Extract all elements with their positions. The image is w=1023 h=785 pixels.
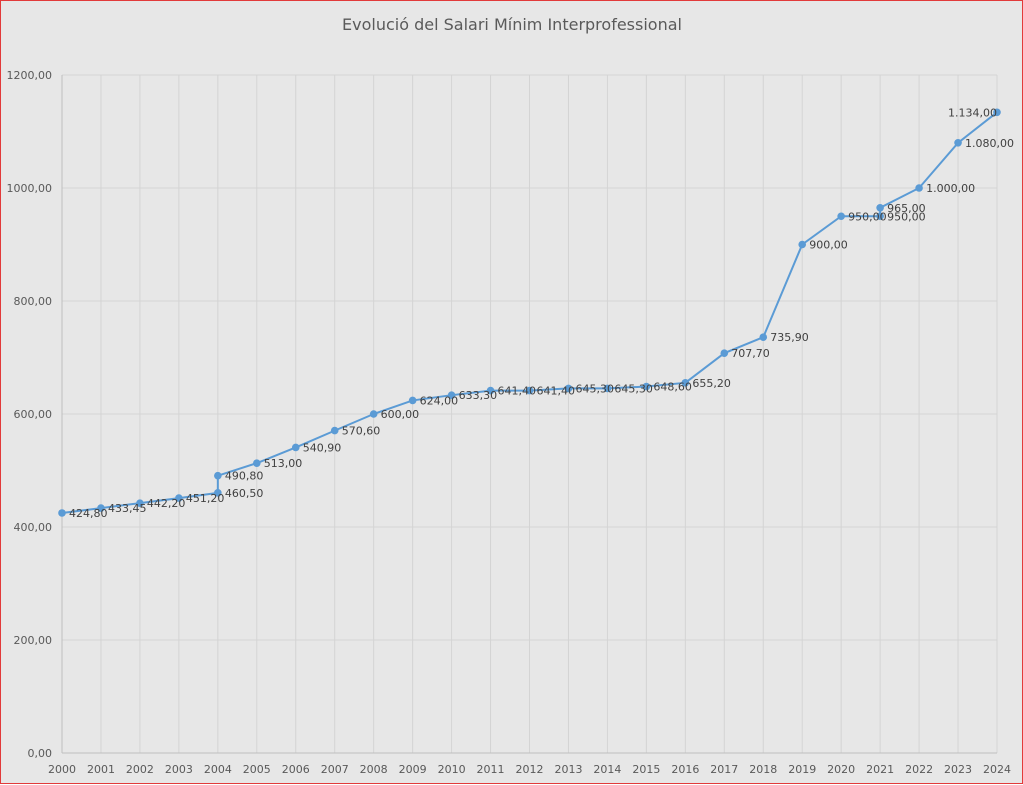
x-tick-label: 2006 — [282, 763, 310, 776]
data-point — [720, 349, 729, 357]
data-label: 648,60 — [653, 381, 692, 394]
data-point — [252, 459, 261, 467]
data-label: 433,45 — [108, 502, 147, 515]
y-tick-label: 200,00 — [14, 634, 53, 647]
x-tick-label: 2011 — [477, 763, 505, 776]
x-tick-label: 2017 — [710, 763, 738, 776]
x-tick-label: 2002 — [126, 763, 154, 776]
data-label: 641,40 — [537, 385, 576, 398]
data-point — [876, 203, 884, 212]
data-label: 540,90 — [303, 441, 342, 454]
data-point — [915, 184, 923, 192]
y-tick-label: 0,00 — [28, 747, 53, 760]
data-point — [603, 384, 612, 393]
data-point — [642, 382, 651, 391]
data-point — [954, 139, 962, 147]
data-point — [214, 489, 222, 497]
data-point — [97, 504, 105, 512]
x-tick-label: 2013 — [554, 763, 582, 776]
data-point — [681, 379, 690, 387]
data-point — [447, 391, 456, 399]
data-label: 735,90 — [770, 331, 809, 344]
data-label: 645,30 — [614, 382, 653, 395]
x-tick-label: 2003 — [165, 763, 193, 776]
data-point — [330, 426, 339, 435]
x-tick-label: 2009 — [399, 763, 427, 776]
x-axis-tick-labels: 2000 2001 2002 2003 2004 2005 2006 2007 2008 2009… — [48, 763, 1011, 776]
data-label: 1.000,00 — [926, 182, 975, 195]
data-label: 424,80 — [69, 507, 108, 520]
data-label: 641,40 — [498, 385, 536, 398]
data-label: 624,00 — [420, 394, 459, 407]
data-point — [369, 410, 378, 418]
x-tick-label: 2015 — [632, 763, 660, 776]
x-tick-label: 2005 — [243, 763, 271, 776]
data-point — [175, 494, 183, 502]
data-label: 1.080,00 — [965, 137, 1014, 150]
data-point — [214, 471, 222, 480]
data-label: 965,00 — [887, 202, 926, 215]
data-label: 570,60 — [342, 425, 381, 438]
y-tick-label: 1200,00 — [7, 69, 53, 82]
data-label: 1.134,00 — [948, 106, 997, 119]
data-label: 707,70 — [731, 347, 770, 360]
data-label: 600,00 — [381, 408, 420, 421]
data-point — [759, 333, 768, 342]
y-axis-tick-labels: 0,00 200,00 400,00 600,00 800,00 1000,00 1200,… — [7, 69, 53, 760]
data-label: 513,00 — [264, 457, 303, 470]
y-tick-label: 1000,00 — [7, 182, 53, 195]
x-tick-label: 2021 — [866, 763, 894, 776]
data-point — [291, 443, 300, 452]
x-tick-label: 2016 — [671, 763, 699, 776]
data-label: 655,20 — [692, 377, 731, 390]
x-tick-label: 2018 — [749, 763, 777, 776]
series-salari-minim — [58, 108, 1001, 517]
x-tick-label: 2014 — [593, 763, 621, 776]
data-point — [798, 240, 807, 249]
x-tick-label: 2007 — [321, 763, 349, 776]
data-label: 451,20 — [186, 492, 225, 505]
data-label: 490,80 — [225, 470, 263, 483]
data-point — [876, 212, 884, 221]
data-labels: 424,80 433,45 442,20 451,20 460,50 490,80513,… — [69, 106, 1014, 520]
y-tick-label: 800,00 — [14, 295, 53, 308]
data-point — [486, 386, 495, 395]
data-label: 442,20 — [147, 497, 186, 510]
data-point — [136, 499, 144, 507]
x-tick-label: 2012 — [516, 763, 544, 776]
x-tick-label: 2020 — [827, 763, 855, 776]
x-tick-label: 2001 — [87, 763, 115, 776]
data-label: 900,00 — [809, 239, 848, 252]
grid-lines — [62, 74, 998, 753]
data-point — [58, 509, 66, 517]
data-point — [837, 212, 845, 221]
data-label: 633,30 — [459, 389, 498, 402]
x-tick-label: 2010 — [438, 763, 466, 776]
data-label: 950,00 — [848, 210, 887, 223]
axes — [61, 75, 997, 754]
x-tick-label: 2008 — [360, 763, 388, 776]
x-tick-label: 2022 — [905, 763, 933, 776]
chart-title: Evolució del Salari Mínim Interprofessio… — [342, 15, 682, 34]
x-tick-label: 2019 — [788, 763, 816, 776]
data-point — [993, 108, 1001, 117]
data-label: 460,50 — [225, 487, 263, 500]
data-point — [525, 386, 534, 395]
x-tick-label: 2024 — [983, 763, 1011, 776]
y-tick-label: 400,00 — [14, 521, 53, 534]
data-point — [564, 384, 573, 393]
data-label: 950,00 — [887, 210, 926, 223]
data-point — [408, 396, 417, 405]
x-tick-label: 2004 — [204, 763, 232, 776]
y-tick-label: 600,00 — [14, 408, 53, 421]
x-tick-label: 2023 — [944, 763, 972, 776]
x-tick-label: 2000 — [48, 763, 76, 776]
data-label: 645,30 — [575, 382, 614, 395]
